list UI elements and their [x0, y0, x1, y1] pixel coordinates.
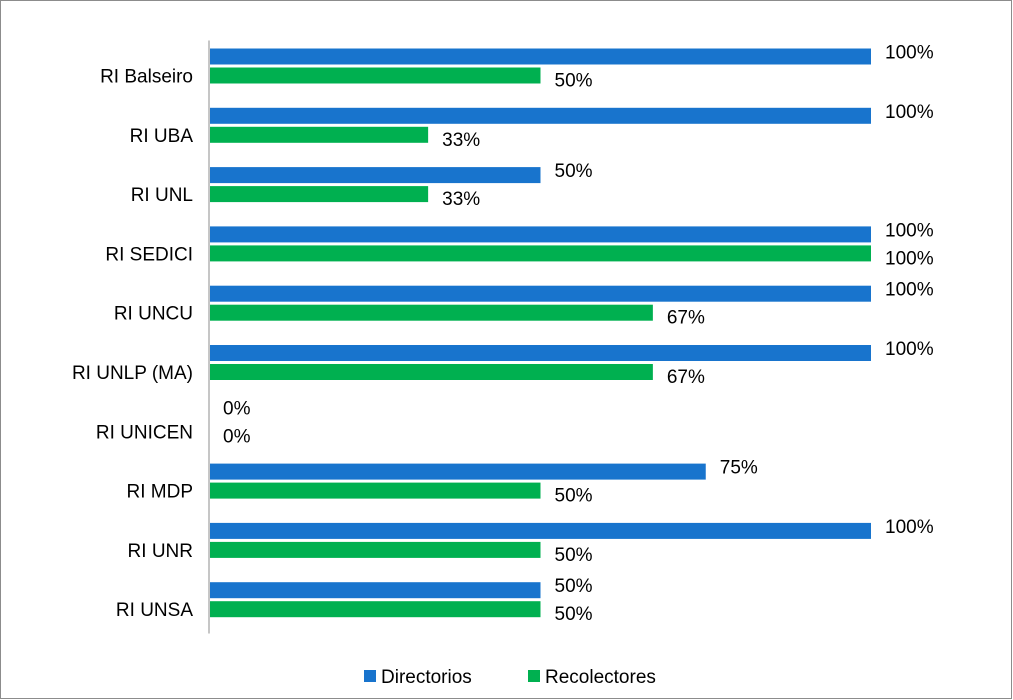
legend-swatch — [528, 670, 540, 682]
category-label: RI MDP — [127, 482, 194, 503]
value-label-directorios: 100% — [885, 280, 934, 301]
value-label-directorios: 50% — [555, 576, 593, 597]
category-label: RI UNICEN — [96, 422, 193, 443]
bar-directorios — [210, 48, 871, 65]
bar-recolectores — [210, 186, 429, 203]
legend-item-recolectores: Recolectores — [528, 667, 656, 688]
bar-directorios — [210, 226, 871, 243]
category-label: RI UBA — [130, 126, 194, 147]
value-label-directorios: 0% — [223, 398, 251, 419]
value-label-recolectores: 0% — [223, 426, 251, 447]
bar-directorios — [210, 285, 871, 302]
category-label: RI SEDICI — [105, 244, 193, 265]
value-labels: 100% 50% 100% 33% 50% 33% 100% 100% 100% 67% 100% 6… — [223, 43, 934, 626]
value-label-recolectores: 33% — [442, 130, 480, 151]
value-label-directorios: 50% — [555, 161, 593, 182]
bar-recolectores — [210, 126, 429, 143]
category-label: RI UNLP (MA) — [72, 363, 193, 384]
value-label-directorios: 75% — [720, 458, 758, 479]
category-label: RI UNCU — [114, 304, 193, 325]
value-label-directorios: 100% — [885, 43, 934, 64]
bar-recolectores — [210, 482, 541, 499]
legend-item-directorios: Directorios — [364, 667, 472, 688]
bar-recolectores — [210, 304, 653, 321]
category-label: RI UNR — [128, 541, 193, 562]
value-label-directorios: 100% — [885, 517, 934, 538]
bars — [210, 48, 871, 618]
value-label-recolectores: 67% — [667, 308, 705, 329]
bar-recolectores — [210, 67, 541, 84]
bar-directorios — [210, 522, 871, 539]
bar-recolectores — [210, 364, 653, 380]
bar-directorios — [210, 107, 871, 124]
bar-directorios — [210, 345, 871, 361]
category-label: RI UNL — [131, 185, 193, 206]
bar-directorios — [210, 463, 706, 480]
legend-label: Recolectores — [545, 667, 656, 688]
value-label-directorios: 100% — [885, 220, 934, 241]
value-label-recolectores: 50% — [555, 545, 593, 566]
value-label-recolectores: 50% — [555, 71, 593, 92]
legend-swatch — [364, 670, 376, 682]
value-label-recolectores: 100% — [885, 248, 934, 269]
value-label-recolectores: 50% — [555, 604, 593, 625]
category-labels: RI Balseiro RI UBA RI UNL RI SEDICI RI UNCU R… — [72, 67, 193, 622]
value-label-recolectores: 67% — [667, 367, 705, 388]
bar-directorios — [210, 582, 541, 599]
category-label: RI Balseiro — [100, 67, 193, 88]
bar-directorios — [210, 167, 541, 184]
value-label-directorios: 100% — [885, 339, 934, 360]
legend: Directorios Recolectores — [364, 667, 656, 688]
legend-label: Directorios — [381, 667, 472, 688]
bar-recolectores — [210, 245, 871, 262]
value-label-recolectores: 33% — [442, 189, 480, 210]
bar-recolectores — [210, 541, 541, 558]
bar-recolectores — [210, 601, 541, 618]
value-label-directorios: 100% — [885, 102, 934, 123]
category-label: RI UNSA — [116, 600, 193, 621]
value-label-recolectores: 50% — [555, 486, 593, 507]
